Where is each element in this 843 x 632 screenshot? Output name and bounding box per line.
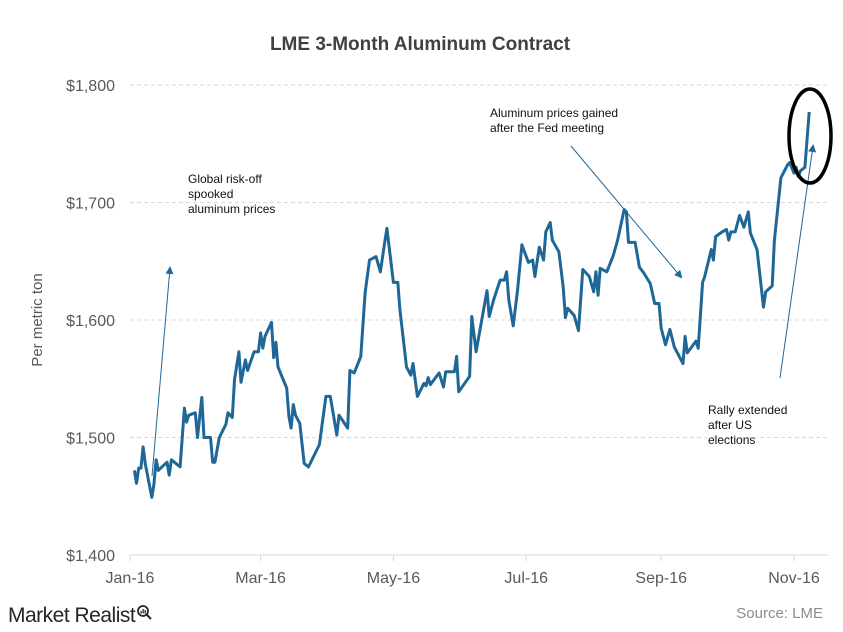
x-tick-label: Jul-16 [504,570,548,587]
annotation-fed: Aluminum prices gained after the Fed mee… [490,106,618,135]
y-axis: $1,400 $1,500 $1,600 $1,700 $1,800 [66,78,115,565]
x-tick-label: May-16 [367,570,420,587]
annotation-arrow-elections [779,144,817,379]
annotation-line: spooked [188,187,233,201]
x-axis: Jan-16 Mar-16 May-16 Jul-16 Sep-16 Nov-16 [106,555,820,587]
gridlines [130,84,828,556]
magnifier-chart-icon [137,605,152,620]
y-tick-label: $1,400 [66,548,115,565]
annotation-risk-off: Global risk-off spooked aluminum prices [188,172,275,216]
annotation-line: after the Fed meeting [490,121,604,135]
brand-name: Market Realist [8,604,136,627]
chart-title: LME 3-Month Aluminum Contract [270,34,571,55]
market-realist-logo: Market Realist [8,604,154,628]
annotation-line: after US [708,418,752,432]
annotation-line: elections [708,433,755,447]
x-tick-label: Jan-16 [106,570,155,587]
highlight-ellipse [787,87,833,185]
annotation-line: Aluminum prices gained [490,106,618,120]
annotation-elections: Rally extended after US elections [708,403,787,447]
y-tick-label: $1,600 [66,313,115,330]
annotation-arrow-risk-off [151,266,174,477]
annotation-line: Global risk-off [188,172,262,186]
x-tick-label: Nov-16 [768,570,820,587]
y-tick-label: $1,500 [66,431,115,448]
price-line [132,111,811,499]
source-note: Source: LME [736,605,823,622]
y-tick-label: $1,800 [66,78,115,95]
x-tick-label: Sep-16 [635,570,687,587]
y-axis-label: Per metric ton [29,273,46,366]
annotation-arrow-fed [570,145,683,279]
y-tick-label: $1,700 [66,196,115,213]
annotation-line: aluminum prices [188,202,275,216]
annotation-line: Rally extended [708,403,787,417]
x-tick-label: Mar-16 [235,570,286,587]
